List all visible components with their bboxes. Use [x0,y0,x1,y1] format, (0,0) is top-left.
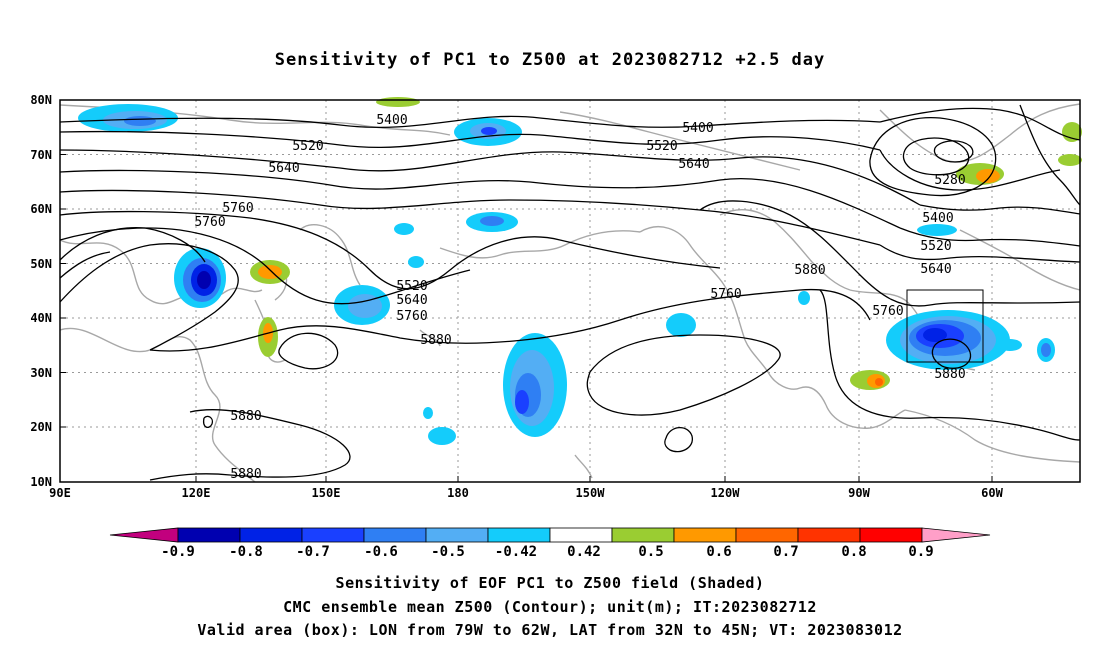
colorbar-segment [109,527,179,543]
contour-label: 5520 [920,239,951,254]
colorbar-label: -0.7 [296,544,330,560]
colorbar-labels: -0.9 -0.8 -0.7 -0.6 -0.5 -0.42 0.42 0.5 … [161,544,934,560]
contour-label: 5880 [794,263,825,278]
colorbar-segment [301,527,365,543]
caption-line-2: CMC ensemble mean Z500 (Contour); unit(m… [283,598,817,616]
lat-label: 20N [30,420,52,434]
colorbar-label: 0.42 [567,544,601,560]
colorbar-label: 0.7 [773,544,798,560]
lon-label: 180 [447,486,469,500]
colorbar-segment [425,527,489,543]
map-title: Sensitivity of PC1 to Z500 at 2023082712… [274,50,826,70]
contour-label: 5640 [268,161,299,176]
lat-label: 10N [30,475,52,489]
contour-label: 5760 [710,287,741,302]
colorbar-label: -0.8 [229,544,263,560]
tick-marks [60,99,993,482]
contour-label: 5760 [222,201,253,216]
colorbar-segment [673,527,737,543]
contour-label: 5400 [682,121,713,136]
lat-labels: 80N 70N 60N 50N 40N 30N 20N 10N [30,93,52,489]
contour-label: 5640 [920,262,951,277]
lon-label: 90W [848,486,870,500]
colorbar-label: 0.6 [706,544,731,560]
colorbar-label: -0.9 [161,544,195,560]
contour-label: 5880 [230,467,261,482]
contour-labels: 5400 5520 5640 5760 5760 5520 5640 5760 … [194,113,965,482]
colorbar-segment [549,527,613,543]
contour-label: 5640 [396,293,427,308]
caption-line-1: Sensitivity of EOF PC1 to Z500 field (Sh… [335,574,765,592]
contour-label: 5760 [872,304,903,319]
contour-label: 5400 [922,211,953,226]
lat-label: 40N [30,311,52,325]
contour-label: 5520 [292,139,323,154]
sensitivity-shading [78,97,1082,445]
lon-label: 120E [182,486,211,500]
colorbar-label: 0.5 [638,544,663,560]
lat-label: 60N [30,202,52,216]
colorbar-segment [487,527,551,543]
contour-label: 5640 [678,157,709,172]
map-frame [59,99,1081,483]
lon-label: 150E [312,486,341,500]
lat-label: 80N [30,93,52,107]
colorbar-segment [177,527,241,543]
lon-labels: 90E 120E 150E 180 150W 120W 90W 60W [49,486,1003,500]
valid-area-box [906,289,984,363]
contour-label: 5400 [376,113,407,128]
z500-contours [59,104,1081,481]
colorbar-label: 0.9 [908,544,933,560]
colorbar-label: -0.6 [364,544,398,560]
lon-label: 90E [49,486,71,500]
colorbar-segment [921,527,991,543]
colorbar-segment [363,527,427,543]
colorbar-segment [797,527,861,543]
contour-label: 5520 [396,279,427,294]
caption-line-3: Valid area (box): LON from 79W to 62W, L… [197,621,903,639]
colorbar-label: -0.42 [495,544,537,560]
contour-label: 5760 [194,215,225,230]
colorbar-label: -0.5 [431,544,465,560]
contour-label: 5280 [934,173,965,188]
lon-label: 150W [576,486,606,500]
lat-label: 50N [30,257,52,271]
contour-label: 5520 [646,139,677,154]
contour-label: 5880 [420,333,451,348]
lon-label: 60W [981,486,1003,500]
colorbar-label: 0.8 [841,544,866,560]
colorbar-segment [239,527,303,543]
colorbar-segment [859,527,923,543]
contour-label: 5760 [396,309,427,324]
colorbar-segment [611,527,675,543]
lon-label: 120W [711,486,741,500]
lat-label: 70N [30,148,52,162]
lat-label: 30N [30,366,52,380]
contour-label: 5880 [230,409,261,424]
colorbar [109,527,991,543]
colorbar-segment [735,527,799,543]
contour-label: 5880 [934,367,965,382]
